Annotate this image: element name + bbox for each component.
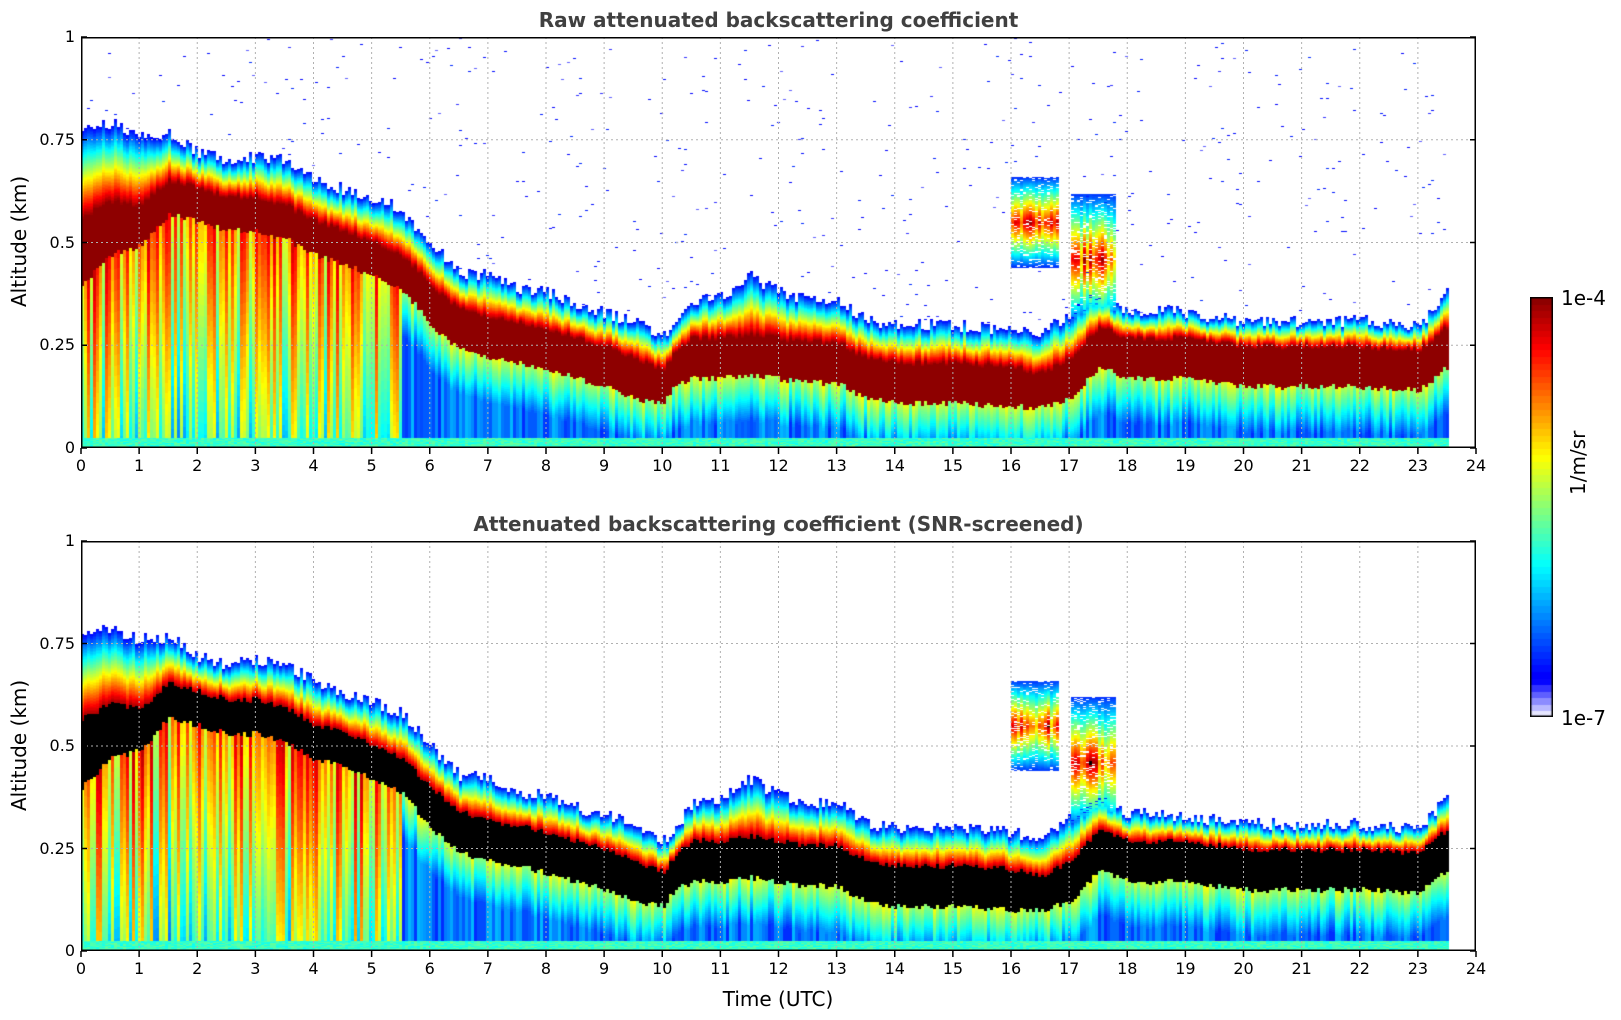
x-tick-label: 11 <box>710 959 731 978</box>
x-tick-label: 0 <box>75 959 87 978</box>
x-tick-label: 18 <box>1117 456 1138 475</box>
x-tick-label: 3 <box>250 959 261 978</box>
bottom-plot-frame <box>80 540 1477 957</box>
x-tick-label: 9 <box>599 959 610 978</box>
x-tick-label: 0 <box>75 456 87 475</box>
colorbar-min-label: 1e-7 <box>1561 706 1606 730</box>
x-tick-label: 17 <box>1058 456 1080 475</box>
top-plot-title: Raw attenuated backscattering coefficien… <box>538 8 1019 32</box>
x-tick-label: 2 <box>192 959 203 978</box>
x-tick-label: 24 <box>1465 456 1487 475</box>
x-tick-label: 4 <box>308 959 319 978</box>
x-tick-label: 3 <box>250 456 261 475</box>
bottom-plot-axes <box>80 540 1477 957</box>
x-tick-label: 23 <box>1407 456 1429 475</box>
y-tick-label: 0.75 <box>39 129 75 149</box>
x-tick-label: 20 <box>1233 456 1254 475</box>
y-tick-label: 0 <box>64 438 75 457</box>
x-tick-label: 24 <box>1465 959 1487 978</box>
x-tick-label: 7 <box>482 959 493 978</box>
x-tick-label: 13 <box>826 456 847 475</box>
axes-border <box>81 37 1476 448</box>
top-plot-frame <box>80 36 1477 454</box>
x-tick-label: 2 <box>192 456 203 475</box>
x-tick-label: 8 <box>540 959 552 978</box>
x-tick-label: 8 <box>540 456 552 475</box>
x-tick-label: 16 <box>1000 959 1022 978</box>
x-tick-label: 15 <box>942 959 964 978</box>
x-tick-label: 10 <box>652 959 673 978</box>
x-tick-label: 1 <box>134 456 145 475</box>
x-tick-label: 12 <box>768 959 789 978</box>
x-tick-label: 18 <box>1117 959 1138 978</box>
y-tick-label: 0.75 <box>39 633 75 653</box>
colorbar-max-label: 1e-4 <box>1561 286 1606 310</box>
x-tick-label: 10 <box>652 456 673 475</box>
y-tick-label: 0.25 <box>39 838 75 858</box>
y-tick-label: 0.5 <box>49 232 75 252</box>
x-tick-label: 19 <box>1175 456 1196 475</box>
x-tick-label: 13 <box>826 959 847 978</box>
y-tick-label: 0.5 <box>49 736 75 755</box>
y-tick-label: 1 <box>64 27 75 46</box>
x-tick-label: 14 <box>884 456 905 475</box>
x-tick-label: 5 <box>366 959 377 978</box>
x-tick-label: 16 <box>1000 456 1022 475</box>
x-tick-label: 17 <box>1058 959 1080 978</box>
x-tick-label: 21 <box>1291 456 1312 475</box>
x-tick-label: 4 <box>308 456 319 475</box>
y-tick-label: 0 <box>64 941 75 960</box>
top-plot-axes <box>80 36 1477 454</box>
x-axis-label: Time (UTC) <box>722 987 834 1011</box>
bottom-plot-title: Attenuated backscattering coefficient (S… <box>473 512 1084 536</box>
x-tick-label: 1 <box>134 959 145 978</box>
colorbar <box>1530 297 1553 717</box>
x-tick-label: 9 <box>599 456 610 475</box>
axes-border <box>81 541 1476 951</box>
colorbar-units-label: 1/m/sr <box>1566 430 1590 495</box>
x-tick-label: 19 <box>1175 959 1196 978</box>
x-tick-label: 21 <box>1291 959 1312 978</box>
y-tick-label: 0.25 <box>39 335 75 355</box>
x-tick-label: 23 <box>1407 959 1429 978</box>
x-tick-label: 6 <box>424 959 435 978</box>
x-tick-label: 15 <box>942 456 964 475</box>
x-tick-label: 11 <box>710 456 731 475</box>
x-tick-label: 12 <box>768 456 789 475</box>
x-tick-label: 7 <box>482 456 493 475</box>
x-tick-label: 22 <box>1349 456 1370 475</box>
x-tick-label: 5 <box>366 456 377 475</box>
x-tick-label: 22 <box>1349 959 1370 978</box>
x-tick-label: 20 <box>1233 959 1254 978</box>
x-tick-label: 14 <box>884 959 905 978</box>
y-tick-label: 1 <box>64 531 75 550</box>
x-tick-label: 6 <box>424 456 435 475</box>
